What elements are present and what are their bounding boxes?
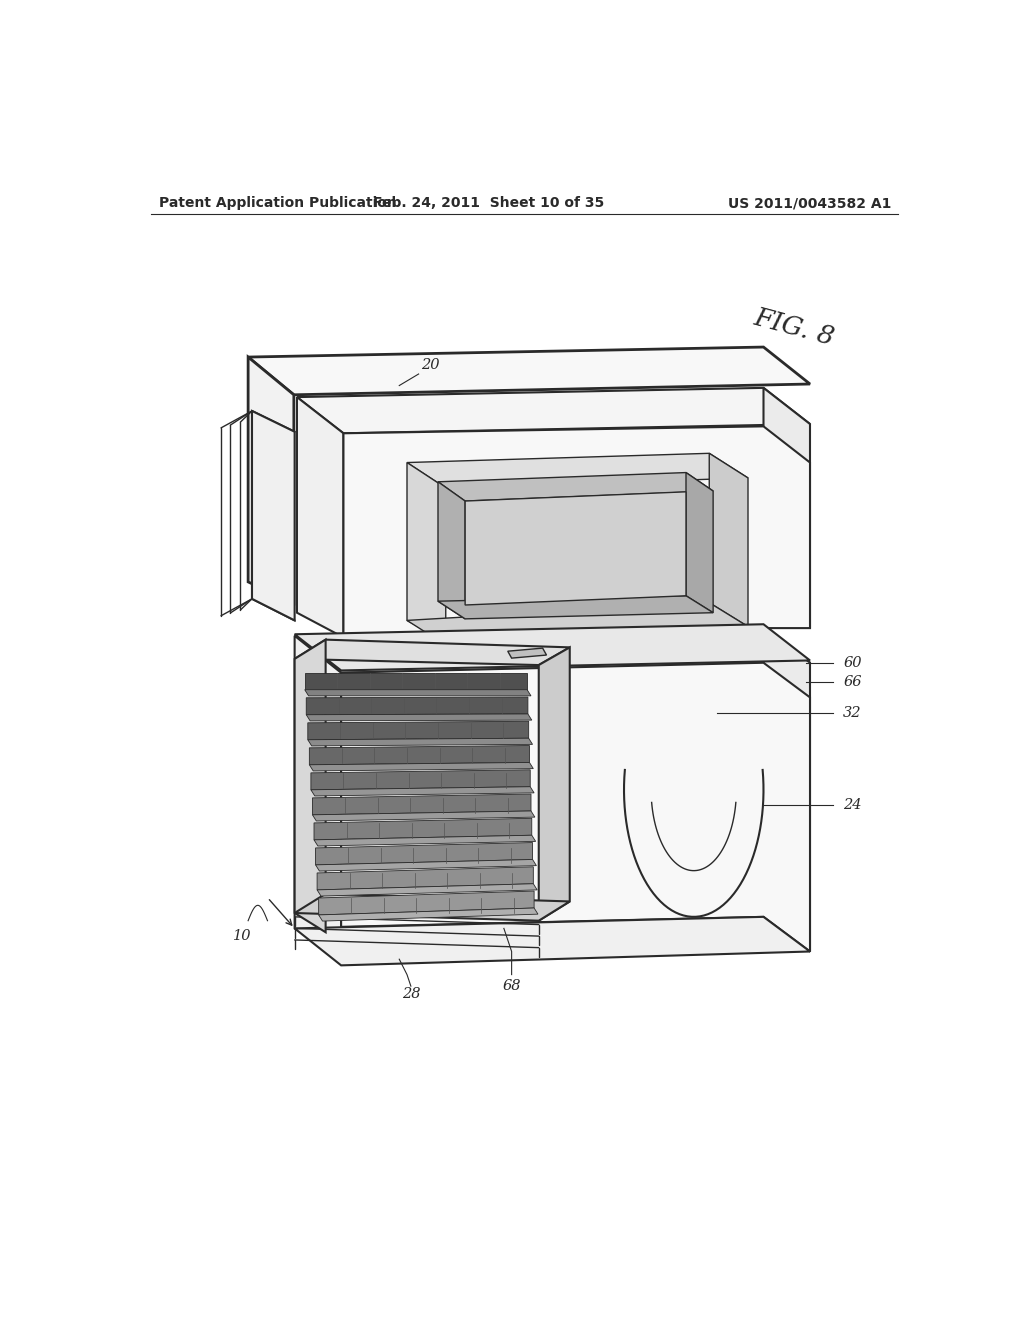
Polygon shape bbox=[341, 663, 810, 952]
Polygon shape bbox=[306, 697, 528, 714]
Text: Patent Application Publication: Patent Application Publication bbox=[159, 197, 396, 210]
Polygon shape bbox=[312, 795, 531, 814]
Polygon shape bbox=[295, 917, 810, 965]
Polygon shape bbox=[686, 473, 713, 612]
Text: 32: 32 bbox=[844, 706, 862, 719]
Polygon shape bbox=[306, 714, 531, 721]
Polygon shape bbox=[539, 647, 569, 921]
Text: 68: 68 bbox=[503, 979, 521, 993]
Polygon shape bbox=[295, 624, 810, 671]
Polygon shape bbox=[309, 746, 529, 764]
Polygon shape bbox=[317, 867, 534, 890]
Polygon shape bbox=[315, 842, 532, 865]
Polygon shape bbox=[343, 426, 810, 638]
Polygon shape bbox=[295, 640, 569, 665]
Polygon shape bbox=[764, 388, 810, 628]
Polygon shape bbox=[407, 603, 748, 645]
Polygon shape bbox=[407, 462, 445, 642]
Polygon shape bbox=[318, 891, 535, 915]
Polygon shape bbox=[308, 721, 528, 739]
Text: 60: 60 bbox=[844, 656, 862, 669]
Polygon shape bbox=[710, 453, 748, 627]
Text: Feb. 24, 2011  Sheet 10 of 35: Feb. 24, 2011 Sheet 10 of 35 bbox=[373, 197, 604, 210]
Text: 66: 66 bbox=[844, 675, 862, 689]
Polygon shape bbox=[295, 627, 810, 673]
Polygon shape bbox=[248, 358, 294, 603]
Polygon shape bbox=[438, 473, 713, 502]
Polygon shape bbox=[295, 894, 569, 921]
Polygon shape bbox=[305, 689, 531, 696]
Polygon shape bbox=[508, 648, 547, 659]
Polygon shape bbox=[317, 884, 538, 896]
Polygon shape bbox=[309, 763, 534, 771]
Polygon shape bbox=[312, 810, 535, 821]
Polygon shape bbox=[305, 673, 527, 689]
Polygon shape bbox=[297, 397, 343, 638]
Text: 10: 10 bbox=[233, 929, 252, 942]
Polygon shape bbox=[465, 492, 686, 605]
Text: 20: 20 bbox=[421, 358, 439, 372]
Text: 24: 24 bbox=[844, 799, 862, 812]
Polygon shape bbox=[311, 787, 535, 796]
Polygon shape bbox=[314, 818, 531, 840]
Polygon shape bbox=[438, 595, 713, 619]
Polygon shape bbox=[315, 859, 537, 871]
Polygon shape bbox=[308, 738, 532, 746]
Polygon shape bbox=[295, 640, 326, 932]
Polygon shape bbox=[314, 836, 536, 846]
Polygon shape bbox=[311, 770, 530, 789]
Polygon shape bbox=[407, 453, 748, 488]
Polygon shape bbox=[438, 482, 465, 619]
Polygon shape bbox=[295, 636, 341, 952]
Polygon shape bbox=[248, 347, 810, 395]
Text: US 2011/0043582 A1: US 2011/0043582 A1 bbox=[728, 197, 891, 210]
Text: FIG. 8: FIG. 8 bbox=[752, 305, 838, 351]
Text: 28: 28 bbox=[401, 987, 420, 1001]
Polygon shape bbox=[297, 388, 810, 433]
Polygon shape bbox=[318, 908, 538, 921]
Polygon shape bbox=[252, 411, 295, 620]
Polygon shape bbox=[764, 627, 810, 952]
